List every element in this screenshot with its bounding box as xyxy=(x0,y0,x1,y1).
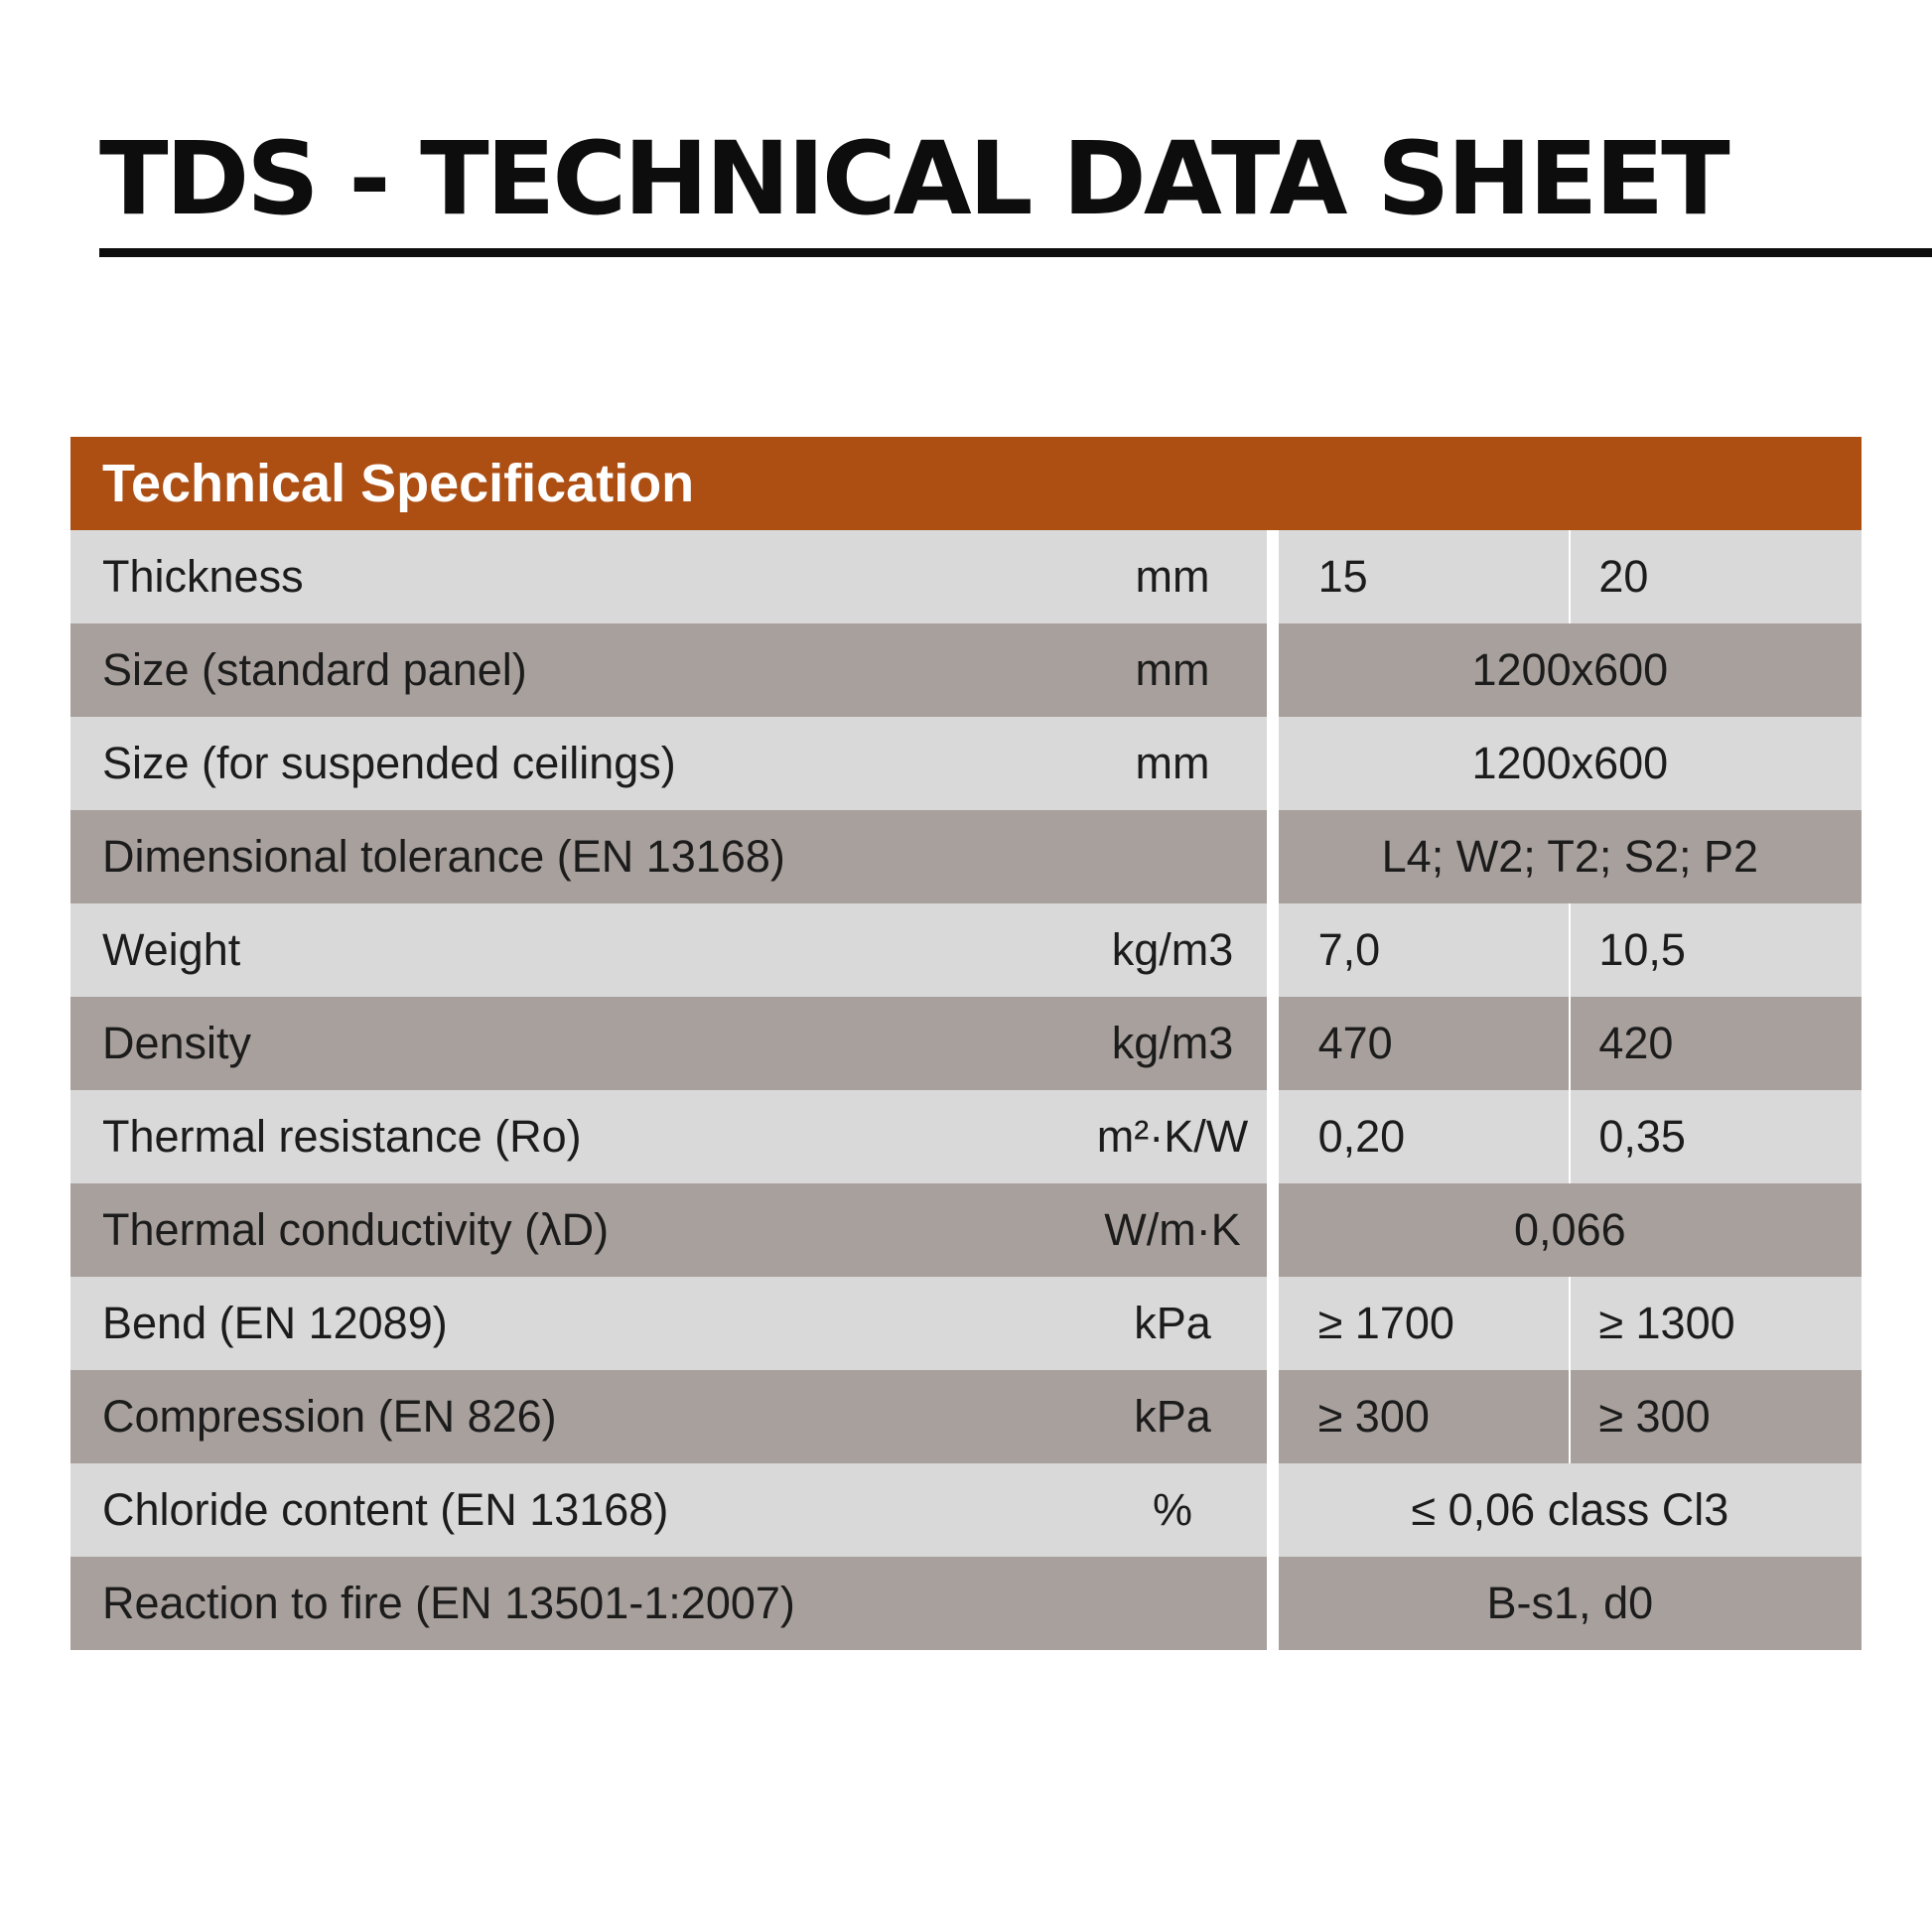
row-label-cell: Compression (EN 826) kPa xyxy=(70,1370,1267,1463)
table-row: Dimensional tolerance (EN 13168) L4; W2; … xyxy=(70,810,1862,903)
row-label-cell: Thickness mm xyxy=(70,530,1267,623)
table-row: Weight kg/m3 7,0 10,5 xyxy=(70,903,1862,997)
row-label: Thickness xyxy=(102,551,304,602)
row-label: Thermal resistance (Ro) xyxy=(102,1111,582,1162)
page-title: TDS - TECHNICAL DATA SHEET xyxy=(99,120,1730,238)
table-row: Compression (EN 826) kPa ≥ 300 ≥ 300 xyxy=(70,1370,1862,1463)
row-value-15mm: 7,0 xyxy=(1278,903,1570,997)
table-body: Thickness mm 15 20 Size (standard panel) mm 12… xyxy=(70,530,1862,1650)
row-value-20mm: ≥ 300 xyxy=(1571,1370,1862,1463)
row-label: Density xyxy=(102,1018,252,1068)
row-value-20mm: 420 xyxy=(1571,997,1862,1090)
row-label: Compression (EN 826) xyxy=(102,1391,557,1442)
spec-table: Technical Specification Thickness mm 15 20 S… xyxy=(70,437,1862,1650)
row-unit xyxy=(1103,810,1242,903)
row-label-cell: Reaction to fire (EN 13501-1:2007) xyxy=(70,1557,1267,1650)
row-unit: W/m·K xyxy=(1104,1204,1241,1255)
row-label-cell: Size (for suspended ceilings) mm xyxy=(70,717,1267,810)
row-label: Size (standard panel) xyxy=(102,644,527,695)
row-label-cell: Chloride content (EN 13168)% xyxy=(70,1463,1267,1557)
row-unit: mm xyxy=(1135,644,1210,695)
row-label: Weight xyxy=(102,924,241,975)
row-value: L4; W2; T2; S2; P2 xyxy=(1278,810,1862,903)
row-label-cell: Size (standard panel) mm xyxy=(70,623,1267,717)
row-label: Size (for suspended ceilings) xyxy=(102,738,676,788)
row-value-15mm: 15 xyxy=(1278,530,1570,623)
row-label-cell: Thermal conductivity (λD) W/m·K xyxy=(70,1183,1267,1277)
table-row: Thermal conductivity (λD) W/m·K 0,066 xyxy=(70,1183,1862,1277)
row-unit xyxy=(1103,1557,1242,1650)
row-unit: m²·K/W xyxy=(1096,1111,1249,1162)
row-unit: % xyxy=(1152,1484,1192,1535)
row-label: Bend (EN 12089) xyxy=(102,1298,448,1348)
row-value-15mm: 470 xyxy=(1278,997,1570,1090)
row-unit: kg/m3 xyxy=(1111,924,1234,975)
row-label-cell: Bend (EN 12089) kPa xyxy=(70,1277,1267,1370)
row-unit: kPa xyxy=(1134,1298,1211,1348)
row-value: 1200x600 xyxy=(1278,717,1862,810)
row-value: 1200x600 xyxy=(1278,623,1862,717)
row-value-20mm: 10,5 xyxy=(1571,903,1862,997)
row-value-15mm: 0,20 xyxy=(1278,1090,1570,1183)
row-label-cell: Weight kg/m3 xyxy=(70,903,1267,997)
row-label: Reaction to fire (EN 13501-1:2007) xyxy=(102,1578,795,1628)
row-value-15mm: ≥ 1700 xyxy=(1278,1277,1570,1370)
row-unit: kPa xyxy=(1134,1391,1211,1442)
row-label: Chloride content (EN 13168) xyxy=(102,1484,669,1535)
title-divider xyxy=(99,248,1932,257)
table-row: Thickness mm 15 20 xyxy=(70,530,1862,623)
row-label-cell: Thermal resistance (Ro) m²·K/W xyxy=(70,1090,1267,1183)
row-unit: mm xyxy=(1135,551,1210,602)
row-value: 0,066 xyxy=(1278,1183,1862,1277)
table-row: Bend (EN 12089) kPa ≥ 1700 ≥ 1300 xyxy=(70,1277,1862,1370)
table-row: Thermal resistance (Ro) m²·K/W 0,20 0,35 xyxy=(70,1090,1862,1183)
row-value-20mm: 0,35 xyxy=(1571,1090,1862,1183)
row-value-20mm: ≥ 1300 xyxy=(1571,1277,1862,1370)
table-row: Chloride content (EN 13168)% ≤ 0,06 class… xyxy=(70,1463,1862,1557)
table-row: Density kg/m3 470 420 xyxy=(70,997,1862,1090)
row-label-cell: Density kg/m3 xyxy=(70,997,1267,1090)
table-header: Technical Specification xyxy=(70,437,1862,530)
row-label: Dimensional tolerance (EN 13168) xyxy=(102,831,785,882)
table-row: Size (standard panel) mm 1200x600 xyxy=(70,623,1862,717)
row-label-cell: Dimensional tolerance (EN 13168) xyxy=(70,810,1267,903)
row-unit: kg/m3 xyxy=(1111,1018,1234,1068)
row-label: Thermal conductivity (λD) xyxy=(102,1204,610,1255)
row-value-20mm: 20 xyxy=(1571,530,1862,623)
row-value: ≤ 0,06 class Cl3 xyxy=(1278,1463,1862,1557)
row-value: B-s1, d0 xyxy=(1278,1557,1862,1650)
row-unit: mm xyxy=(1135,738,1210,788)
table-row: Size (for suspended ceilings) mm 1200x600 xyxy=(70,717,1862,810)
table-row: Reaction to fire (EN 13501-1:2007) B-s1, … xyxy=(70,1557,1862,1650)
row-value-15mm: ≥ 300 xyxy=(1278,1370,1570,1463)
